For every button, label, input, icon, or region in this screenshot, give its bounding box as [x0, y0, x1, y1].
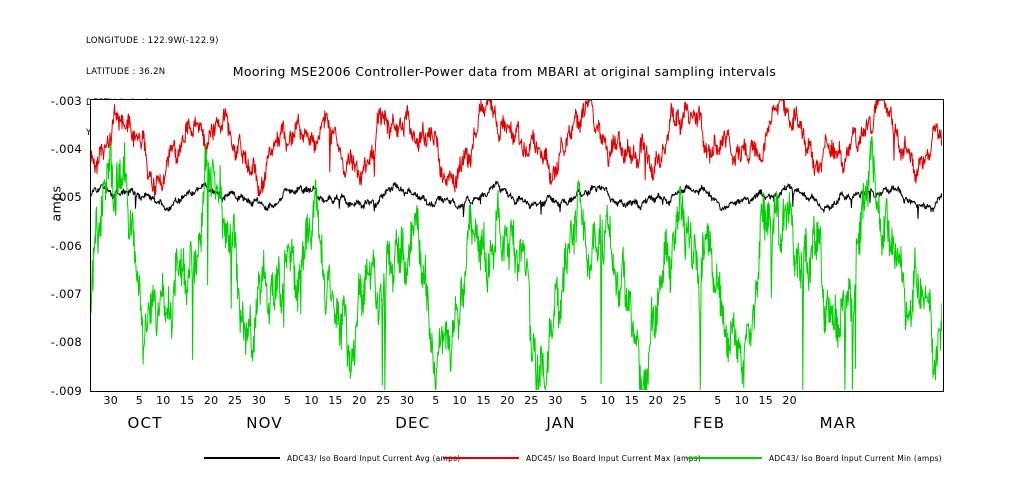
x-axis-tick-label: 20	[352, 394, 367, 408]
y-axis-tick-label: -.003	[50, 93, 82, 108]
legend-label-min: ADC43/ Iso Board Input Current Min (amps…	[769, 453, 942, 463]
y-axis-tick-label: -.006	[50, 238, 82, 253]
x-axis-tick-label: 5	[432, 394, 440, 408]
x-axis-tick-label: 30	[548, 394, 563, 408]
y-axis-tick-label: -.008	[50, 335, 82, 350]
x-axis-tick-label: 25	[376, 394, 391, 408]
x-axis-tick-label: 15	[758, 394, 773, 408]
legend-label-avg: ADC43/ Iso Board Input Current Avg (amps…	[287, 453, 461, 463]
x-axis-tick-label: 20	[500, 394, 515, 408]
legend-item-max[interactable]: ADC45/ Iso Board Input Current Max (amps…	[443, 450, 701, 466]
legend-item-min[interactable]: ADC43/ Iso Board Input Current Min (amps…	[686, 450, 942, 466]
plot-clip	[91, 100, 943, 391]
x-axis-tick-label: 20	[648, 394, 663, 408]
x-axis-tick-label: 20	[782, 394, 797, 408]
chart-legend: ADC43/ Iso Board Input Current Avg (amps…	[0, 450, 1009, 466]
series-canvas	[91, 100, 942, 390]
series-line-avg	[91, 181, 942, 218]
x-axis-tick-label: 15	[624, 394, 640, 408]
metadata-longitude: LONGITUDE : 122.9W(-122.9)	[86, 36, 219, 47]
x-axis-tick-label: 25	[524, 394, 539, 408]
x-axis-tick-label: 5	[284, 394, 292, 408]
x-axis-tick-label: 30	[399, 394, 415, 408]
chart-title: Mooring MSE2006 Controller-Power data fr…	[232, 64, 777, 79]
x-axis-month-label: NOV	[246, 414, 283, 433]
x-axis-tick-label: 20	[203, 394, 219, 408]
x-axis-tick-label: 10	[156, 394, 171, 408]
legend-label-max: ADC45/ Iso Board Input Current Max (amps…	[526, 453, 702, 463]
x-axis-tick-label: 5	[714, 394, 722, 408]
x-axis-month-label: MAR	[819, 414, 857, 433]
x-axis-tick-label: 30	[103, 394, 118, 408]
metadata-latitude: LATITUDE : 36.2N	[86, 67, 166, 77]
y-axis-tick-label: -.009	[50, 383, 82, 398]
x-axis-tick-label: 10	[304, 394, 319, 408]
legend-swatch-min	[686, 457, 762, 459]
x-axis-tick-label: 25	[227, 394, 243, 408]
plot-area	[90, 99, 944, 392]
series-line-max	[91, 100, 942, 196]
legend-item-avg[interactable]: ADC43/ Iso Board Input Current Avg (amps…	[204, 450, 460, 466]
x-axis-month-label: DEC	[395, 414, 431, 433]
x-axis-month-label: FEB	[693, 414, 726, 433]
x-axis-tick-label: 5	[580, 394, 588, 408]
x-axis-month-label: OCT	[127, 414, 163, 433]
series-line-min	[91, 137, 942, 390]
legend-swatch-avg	[204, 457, 280, 459]
y-axis-tick-label: -.005	[50, 190, 82, 205]
x-axis-tick-label: 30	[251, 394, 267, 408]
x-axis-tick-label: 15	[180, 394, 195, 408]
x-axis-tick-label: 10	[600, 394, 616, 408]
x-axis-tick-label: 15	[328, 394, 343, 408]
x-axis-tick-label: 10	[734, 394, 749, 408]
x-axis-tick-label: 15	[476, 394, 491, 408]
x-axis-month-label: JAN	[546, 414, 576, 433]
y-axis-tick-label: -.004	[50, 141, 82, 156]
x-axis-tick-label: 25	[672, 394, 687, 408]
y-axis-tick-label: -.007	[50, 286, 82, 301]
legend-swatch-max	[443, 457, 519, 459]
x-axis-tick-label: 10	[452, 394, 467, 408]
x-axis-tick-label: 5	[135, 394, 143, 408]
